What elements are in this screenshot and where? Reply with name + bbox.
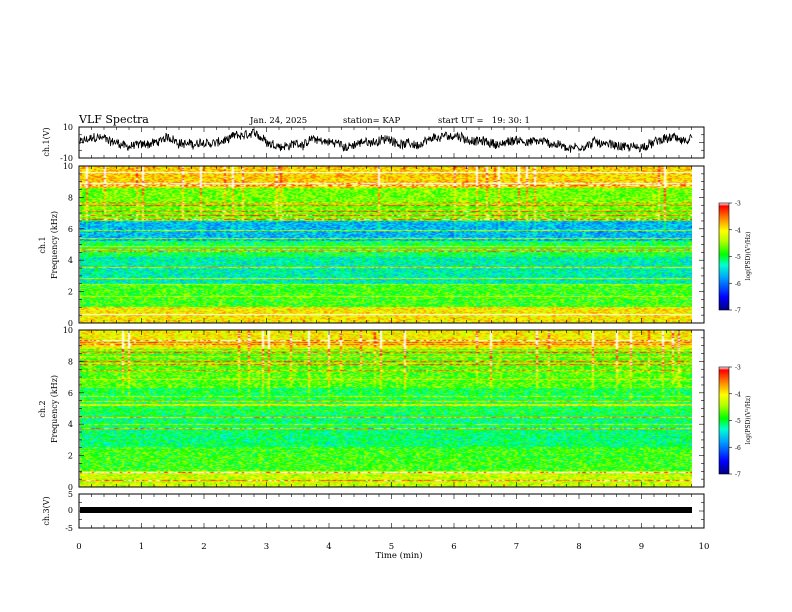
- freq-tick-label: 4: [68, 256, 73, 265]
- start-time-label: start UT = 19: 30: 1: [438, 116, 530, 126]
- ch3-flat-signal: [80, 507, 692, 513]
- freq-tick-label: 0: [68, 483, 73, 492]
- date-label: Jan. 24, 2025: [249, 116, 307, 126]
- ch1-voltage-panel: 10 -10 ch.1(V): [42, 123, 705, 163]
- colorbar-tick-label: -6: [735, 281, 741, 288]
- ch1-ytick-top: 10: [63, 123, 73, 132]
- time-tick-label: 10: [699, 542, 710, 552]
- freq-tick-label: 10: [63, 162, 73, 171]
- time-tick-label: 8: [576, 542, 581, 552]
- time-tick-label: 5: [389, 542, 394, 552]
- ch3-ytick-bottom: -5: [65, 524, 73, 533]
- ch2-freq-tick-labels: 0 2 4 6 8 10: [63, 326, 73, 492]
- freq-tick-label: 2: [68, 452, 73, 461]
- ch3-ytick-mid: 0: [68, 506, 73, 515]
- colorbar-tick-label: -5: [735, 254, 741, 261]
- colorbar-tick-label: -4: [735, 227, 741, 234]
- ch1-colorbar: [718, 202, 730, 311]
- time-axis-tick-labels: 0 1 2 3 4 5 6 7 8 9 10: [76, 542, 709, 552]
- ch1-ytick-bottom: -10: [60, 154, 73, 163]
- time-tick-label: 0: [76, 542, 81, 552]
- time-tick-label: 6: [451, 542, 456, 552]
- ch1-voltage-ylabel: ch.1(V): [42, 127, 51, 156]
- ch2-spectrogram-freq-label: Frequency (kHz): [50, 375, 59, 443]
- time-tick-label: 3: [264, 542, 269, 552]
- colorbar-tick-label: -3: [735, 201, 741, 208]
- ch2-spectrogram-channel-label: ch.2: [38, 400, 47, 417]
- ch3-ytick-top: 5: [68, 490, 73, 499]
- freq-tick-label: 8: [68, 357, 73, 366]
- ch2-spectrogram-image: [80, 330, 692, 487]
- colorbar-tick-label: -6: [735, 445, 741, 452]
- ch1-waveform-line: [79, 128, 693, 153]
- time-tick-label: 7: [514, 542, 519, 552]
- time-tick-label: 1: [139, 542, 144, 552]
- station-label: station= KAP: [343, 116, 401, 126]
- time-axis-label: Time (min): [375, 550, 422, 561]
- ch1-spectrogram-freq-label: Frequency (kHz): [50, 211, 59, 279]
- colorbar-tick-label: -3: [735, 365, 741, 372]
- figure-title: VLF Spectra: [78, 113, 149, 126]
- freq-tick-label: 10: [63, 326, 73, 335]
- colorbar-tick-label: -7: [735, 308, 741, 315]
- freq-tick-label: 2: [68, 288, 73, 297]
- ch2-colorbar-ticks: -3 -4 -5 -6 -7: [729, 365, 741, 479]
- freq-tick-label: 6: [68, 389, 73, 398]
- colorbar-tick-label: -4: [735, 391, 741, 398]
- ch1-spectrogram-ticks: [78, 165, 705, 324]
- time-tick-label: 4: [326, 542, 331, 552]
- colorbar-tick-label: -7: [735, 472, 741, 479]
- ch2-spectrogram-ticks: [78, 329, 705, 488]
- ch1-freq-tick-labels: 0 2 4 6 8 10: [63, 162, 73, 328]
- colorbar-tick-label: -5: [735, 418, 741, 425]
- ch3-voltage-panel: 5 0 -5 ch.3(V): [42, 490, 705, 533]
- freq-tick-label: 0: [68, 319, 73, 328]
- ch1-spectrogram-channel-label: ch.1: [38, 236, 47, 253]
- ch2-colorbar-label: log(PSD)(V²/Hz): [745, 396, 752, 445]
- ch3-voltage-ticks: [78, 493, 705, 529]
- freq-tick-label: 8: [68, 193, 73, 202]
- ch1-colorbar-ticks: -3 -4 -5 -6 -7: [729, 201, 741, 315]
- ch3-voltage-ylabel: ch.3(V): [42, 496, 51, 525]
- ch2-colorbar: [718, 366, 730, 475]
- time-tick-label: 9: [639, 542, 644, 552]
- ch1-spectrogram-image: [80, 166, 692, 323]
- ch1-voltage-ticks: [78, 126, 705, 159]
- freq-tick-label: 4: [68, 420, 73, 429]
- ch1-colorbar-label: log(PSD)(V²/Hz): [745, 232, 752, 281]
- freq-tick-label: 6: [68, 225, 73, 234]
- time-tick-label: 2: [201, 542, 206, 552]
